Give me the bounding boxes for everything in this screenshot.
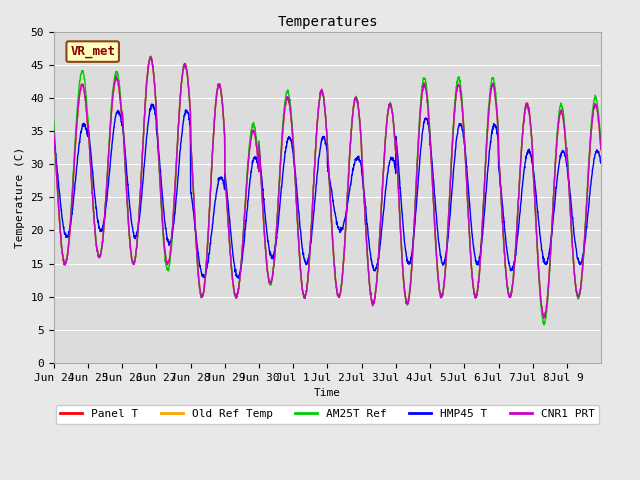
Legend: Panel T, Old Ref Temp, AM25T Ref, HMP45 T, CNR1 PRT: Panel T, Old Ref Temp, AM25T Ref, HMP45 … <box>56 405 599 424</box>
CNR1 PRT <box>524 102 531 108</box>
Line: HMP45 T: HMP45 T <box>54 104 601 278</box>
HMP45 T <box>524 150 531 156</box>
AM25T Ref <box>590 100 598 106</box>
Panel T <box>540 316 548 322</box>
X-axis label: Time: Time <box>314 388 341 398</box>
Old Ref Temp <box>540 314 548 320</box>
AM25T Ref <box>540 322 548 327</box>
Panel T <box>597 147 605 153</box>
Old Ref Temp <box>360 200 368 205</box>
AM25T Ref <box>104 152 112 158</box>
Old Ref Temp <box>50 129 58 134</box>
HMP45 T <box>235 276 243 281</box>
AM25T Ref <box>597 142 605 148</box>
CNR1 PRT <box>540 314 548 320</box>
Line: Old Ref Temp: Old Ref Temp <box>54 56 601 317</box>
CNR1 PRT <box>223 198 230 204</box>
AM25T Ref <box>492 96 500 102</box>
Title: Temperatures: Temperatures <box>277 15 378 29</box>
Panel T <box>492 101 500 107</box>
Panel T <box>147 53 155 59</box>
AM25T Ref <box>223 194 230 200</box>
Text: VR_met: VR_met <box>70 45 115 58</box>
Old Ref Temp <box>597 147 605 153</box>
HMP45 T <box>361 193 369 199</box>
Line: AM25T Ref: AM25T Ref <box>54 57 601 324</box>
Panel T <box>360 201 368 206</box>
HMP45 T <box>597 160 605 166</box>
Line: CNR1 PRT: CNR1 PRT <box>54 57 601 317</box>
AM25T Ref <box>147 54 154 60</box>
AM25T Ref <box>360 198 368 204</box>
Y-axis label: Temperature (C): Temperature (C) <box>15 147 25 248</box>
AM25T Ref <box>50 118 58 124</box>
HMP45 T <box>104 182 112 188</box>
Panel T <box>50 129 58 134</box>
Panel T <box>524 102 531 108</box>
Old Ref Temp <box>590 107 598 112</box>
CNR1 PRT <box>360 200 368 205</box>
Old Ref Temp <box>147 53 155 59</box>
CNR1 PRT <box>104 154 112 160</box>
Panel T <box>104 156 112 162</box>
CNR1 PRT <box>50 127 58 133</box>
CNR1 PRT <box>597 146 605 152</box>
Panel T <box>223 198 230 204</box>
HMP45 T <box>148 101 156 107</box>
Line: Panel T: Panel T <box>54 56 601 319</box>
CNR1 PRT <box>590 107 598 112</box>
HMP45 T <box>590 161 598 167</box>
AM25T Ref <box>524 100 531 106</box>
HMP45 T <box>50 137 58 143</box>
HMP45 T <box>493 126 500 132</box>
Old Ref Temp <box>223 197 230 203</box>
Panel T <box>590 107 598 112</box>
Old Ref Temp <box>104 156 112 161</box>
CNR1 PRT <box>146 54 154 60</box>
CNR1 PRT <box>492 101 500 107</box>
Old Ref Temp <box>524 101 531 107</box>
Old Ref Temp <box>492 103 500 108</box>
HMP45 T <box>223 186 230 192</box>
